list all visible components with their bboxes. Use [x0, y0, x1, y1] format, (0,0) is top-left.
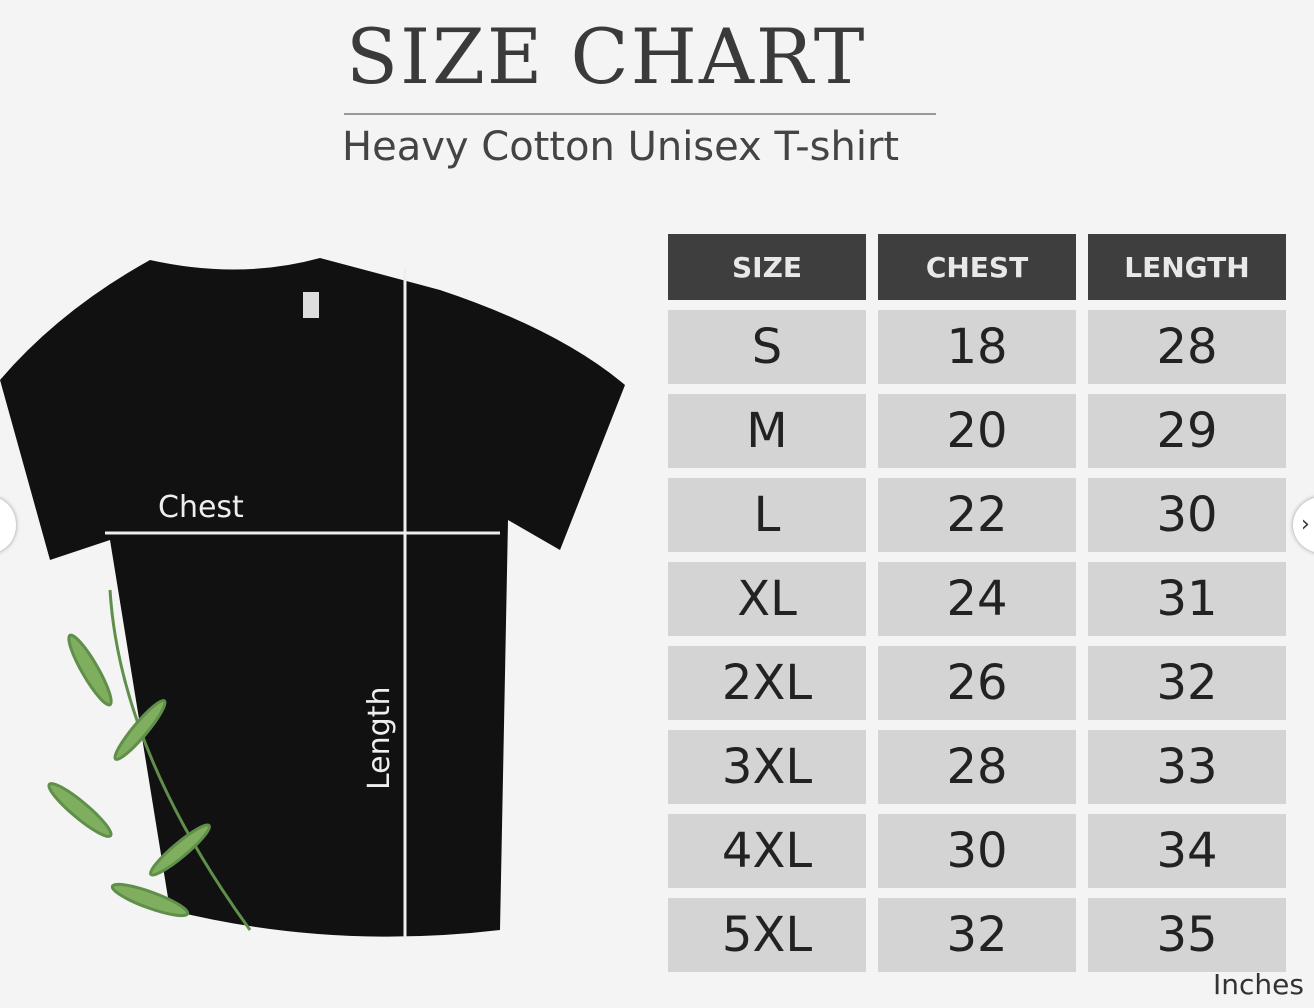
cell-length: 35 — [1088, 898, 1286, 972]
header-length: LENGTH — [1088, 234, 1286, 300]
cell-chest: 20 — [878, 394, 1076, 468]
cell-chest: 18 — [878, 310, 1076, 384]
cell-chest: 32 — [878, 898, 1076, 972]
cell-size: M — [668, 394, 866, 468]
cell-size: S — [668, 310, 866, 384]
page-title: SIZE CHART — [346, 12, 867, 101]
table-row: 5XL 32 35 — [668, 898, 1286, 972]
cell-length: 30 — [1088, 478, 1286, 552]
cell-size: L — [668, 478, 866, 552]
table-row: 3XL 28 33 — [668, 730, 1286, 804]
cell-length: 31 — [1088, 562, 1286, 636]
cell-chest: 26 — [878, 646, 1076, 720]
table-row: 2XL 26 32 — [668, 646, 1286, 720]
cell-chest: 28 — [878, 730, 1076, 804]
cell-length: 33 — [1088, 730, 1286, 804]
subtitle: Heavy Cotton Unisex T-shirt — [342, 124, 900, 170]
table-row: XL 24 31 — [668, 562, 1286, 636]
cell-length: 28 — [1088, 310, 1286, 384]
size-table: SIZE CHEST LENGTH S 18 28 M 20 29 L 22 30 XL 24 31 2… — [656, 224, 1298, 982]
cell-size: 3XL — [668, 730, 866, 804]
chest-label: Chest — [158, 490, 244, 525]
carousel-prev-button[interactable]: ‹ — [0, 497, 16, 553]
cell-length: 29 — [1088, 394, 1286, 468]
cell-size: 4XL — [668, 814, 866, 888]
cell-size: 2XL — [668, 646, 866, 720]
tshirt-illustration — [0, 258, 625, 940]
table-row: L 22 30 — [668, 478, 1286, 552]
divider — [344, 113, 936, 115]
cell-chest: 24 — [878, 562, 1076, 636]
cell-size: 5XL — [668, 898, 866, 972]
cell-size: XL — [668, 562, 866, 636]
table-row: M 20 29 — [668, 394, 1286, 468]
chevron-right-icon: › — [1301, 512, 1310, 537]
cell-chest: 22 — [878, 478, 1076, 552]
length-label: Length — [362, 686, 397, 790]
cell-chest: 30 — [878, 814, 1076, 888]
table-row: S 18 28 — [668, 310, 1286, 384]
cell-length: 34 — [1088, 814, 1286, 888]
header-chest: CHEST — [878, 234, 1076, 300]
units-label: Inches — [1213, 968, 1304, 1001]
table-row: 4XL 30 34 — [668, 814, 1286, 888]
carousel-next-button[interactable]: › — [1293, 497, 1314, 553]
header-size: SIZE — [668, 234, 866, 300]
cell-length: 32 — [1088, 646, 1286, 720]
